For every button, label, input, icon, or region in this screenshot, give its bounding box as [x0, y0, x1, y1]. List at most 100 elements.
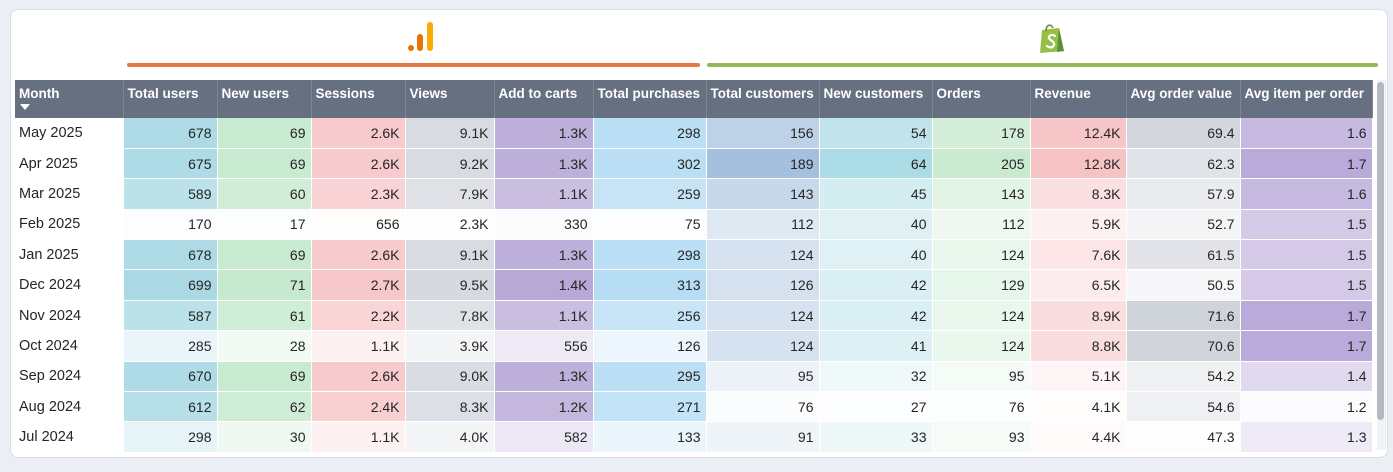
cell-total-purchases: 302 — [593, 148, 707, 180]
sort-descending-icon[interactable] — [20, 104, 30, 110]
table-row[interactable]: Apr 2025 675 69 2.6K 9.2K 1.3K 302 189 64 205 12.8… — [15, 148, 1373, 180]
cell-avg-item-per-order: 1.4 — [1240, 361, 1373, 393]
cell-views: 9.0K — [405, 361, 495, 393]
table-row[interactable]: Jan 2025 678 69 2.6K 9.1K 1.3K 298 124 40 124 7.6K… — [15, 239, 1373, 271]
column-header-revenue[interactable]: Revenue — [1030, 80, 1127, 118]
cell-total-purchases: 75 — [593, 209, 707, 241]
cell-month: Dec 2024 — [15, 269, 124, 301]
cell-views: 3.9K — [405, 330, 495, 362]
cell-new-customers: 42 — [819, 300, 933, 332]
cell-add-to-carts: 330 — [494, 209, 594, 241]
column-header-views[interactable]: Views — [405, 80, 495, 118]
cell-views: 9.2K — [405, 148, 495, 180]
column-header-orders[interactable]: Orders — [932, 80, 1031, 118]
cell-total-users: 675 — [123, 148, 218, 180]
cell-avg-item-per-order: 1.7 — [1240, 300, 1373, 332]
cell-sessions: 2.3K — [311, 178, 406, 210]
cell-new-users: 62 — [217, 391, 312, 423]
cell-total-customers: 156 — [706, 118, 820, 149]
cell-new-users: 61 — [217, 300, 312, 332]
column-header-new-users[interactable]: New users — [217, 80, 312, 118]
cell-total-users: 298 — [123, 421, 218, 453]
cell-month: Sep 2024 — [15, 361, 124, 393]
cell-month: Feb 2025 — [15, 209, 124, 241]
cell-month: Jul 2024 — [15, 421, 124, 453]
cell-month: Aug 2024 — [15, 391, 124, 423]
column-header-sessions[interactable]: Sessions — [311, 80, 406, 118]
cell-avg-order-value: 50.5 — [1126, 269, 1241, 301]
cell-total-users: 285 — [123, 330, 218, 362]
cell-new-users: 30 — [217, 421, 312, 453]
column-header-label: Revenue — [1034, 86, 1091, 101]
column-header-add-to-carts[interactable]: Add to carts — [494, 80, 594, 118]
cell-new-customers: 40 — [819, 209, 933, 241]
column-header-month[interactable]: Month — [15, 80, 124, 118]
table-row[interactable]: Oct 2024 285 28 1.1K 3.9K 556 126 124 41 124 8.8K 7… — [15, 330, 1373, 362]
cell-add-to-carts: 1.3K — [494, 239, 594, 271]
cell-add-to-carts: 1.3K — [494, 148, 594, 180]
column-header-label: Avg order value — [1130, 86, 1233, 101]
cell-avg-order-value: 47.3 — [1126, 421, 1241, 453]
table-header-row: Month Total users New users Sessions Views Ad… — [15, 80, 1373, 118]
cell-views: 2.3K — [405, 209, 495, 241]
cell-total-purchases: 313 — [593, 269, 707, 301]
cell-revenue: 12.8K — [1030, 148, 1127, 180]
cell-total-customers: 76 — [706, 391, 820, 423]
column-header-label: New customers — [823, 86, 924, 101]
table-row[interactable]: Dec 2024 699 71 2.7K 9.5K 1.4K 313 126 42 129 6.5K… — [15, 269, 1373, 301]
column-header-total-customers[interactable]: Total customers — [706, 80, 820, 118]
cell-sessions: 656 — [311, 209, 406, 241]
cell-avg-order-value: 52.7 — [1126, 209, 1241, 241]
table-row[interactable]: May 2025 678 69 2.6K 9.1K 1.3K 298 156 54 178 12.4… — [15, 118, 1373, 149]
cell-month: May 2025 — [15, 118, 124, 149]
cell-avg-order-value: 54.6 — [1126, 391, 1241, 423]
cell-new-customers: 64 — [819, 148, 933, 180]
cell-total-customers: 124 — [706, 330, 820, 362]
table-row[interactable]: Nov 2024 587 61 2.2K 7.8K 1.1K 256 124 42 124 8.9K… — [15, 300, 1373, 332]
cell-total-users: 612 — [123, 391, 218, 423]
column-header-total-purchases[interactable]: Total purchases — [593, 80, 707, 118]
cell-total-purchases: 271 — [593, 391, 707, 423]
column-header-new-customers[interactable]: New customers — [819, 80, 933, 118]
column-header-total-users[interactable]: Total users — [123, 80, 218, 118]
cell-revenue: 5.9K — [1030, 209, 1127, 241]
cell-views: 9.1K — [405, 239, 495, 271]
cell-new-customers: 33 — [819, 421, 933, 453]
cell-sessions: 1.1K — [311, 330, 406, 362]
cell-add-to-carts: 582 — [494, 421, 594, 453]
cell-new-users: 69 — [217, 239, 312, 271]
scrollbar-thumb[interactable] — [1377, 82, 1384, 420]
cell-total-users: 589 — [123, 178, 218, 210]
cell-new-customers: 27 — [819, 391, 933, 423]
cell-views: 8.3K — [405, 391, 495, 423]
cell-total-users: 678 — [123, 239, 218, 271]
cell-sessions: 1.1K — [311, 421, 406, 453]
table-row[interactable]: Aug 2024 612 62 2.4K 8.3K 1.2K 271 76 27 76 4.1K 54… — [15, 391, 1373, 423]
analytics-group-line — [127, 63, 700, 67]
cell-revenue: 6.5K — [1030, 269, 1127, 301]
cell-new-users: 69 — [217, 118, 312, 149]
cell-add-to-carts: 1.2K — [494, 391, 594, 423]
column-header-label: Total users — [127, 86, 199, 101]
table-body: May 2025 678 69 2.6K 9.1K 1.3K 298 156 54 178 12.4… — [15, 118, 1373, 453]
cell-total-customers: 124 — [706, 300, 820, 332]
cell-revenue: 7.6K — [1030, 239, 1127, 271]
column-header-label: New users — [221, 86, 290, 101]
column-header-avg-item-per-order[interactable]: Avg item per order — [1240, 80, 1373, 118]
table-row[interactable]: Jul 2024 298 30 1.1K 4.0K 582 133 91 33 93 4.4K 47.… — [15, 421, 1373, 453]
analytics-bars-icon — [408, 22, 433, 51]
cell-revenue: 8.3K — [1030, 178, 1127, 210]
cell-sessions: 2.4K — [311, 391, 406, 423]
cell-total-users: 170 — [123, 209, 218, 241]
cell-total-customers: 126 — [706, 269, 820, 301]
cell-total-users: 699 — [123, 269, 218, 301]
table-row[interactable]: Mar 2025 589 60 2.3K 7.9K 1.1K 259 143 45 143 8.3K… — [15, 178, 1373, 210]
column-header-label: Total purchases — [597, 86, 701, 101]
column-header-label: Month — [19, 86, 60, 101]
table-row[interactable]: Sep 2024 670 69 2.6K 9.0K 1.3K 295 95 32 95 5.1K 54… — [15, 361, 1373, 393]
cell-views: 9.5K — [405, 269, 495, 301]
table-row[interactable]: Feb 2025 170 17 656 2.3K 330 75 112 40 112 5.9K 52.… — [15, 209, 1373, 241]
cell-orders: 95 — [932, 361, 1031, 393]
cell-revenue: 8.8K — [1030, 330, 1127, 362]
column-header-avg-order-value[interactable]: Avg order value — [1126, 80, 1241, 118]
